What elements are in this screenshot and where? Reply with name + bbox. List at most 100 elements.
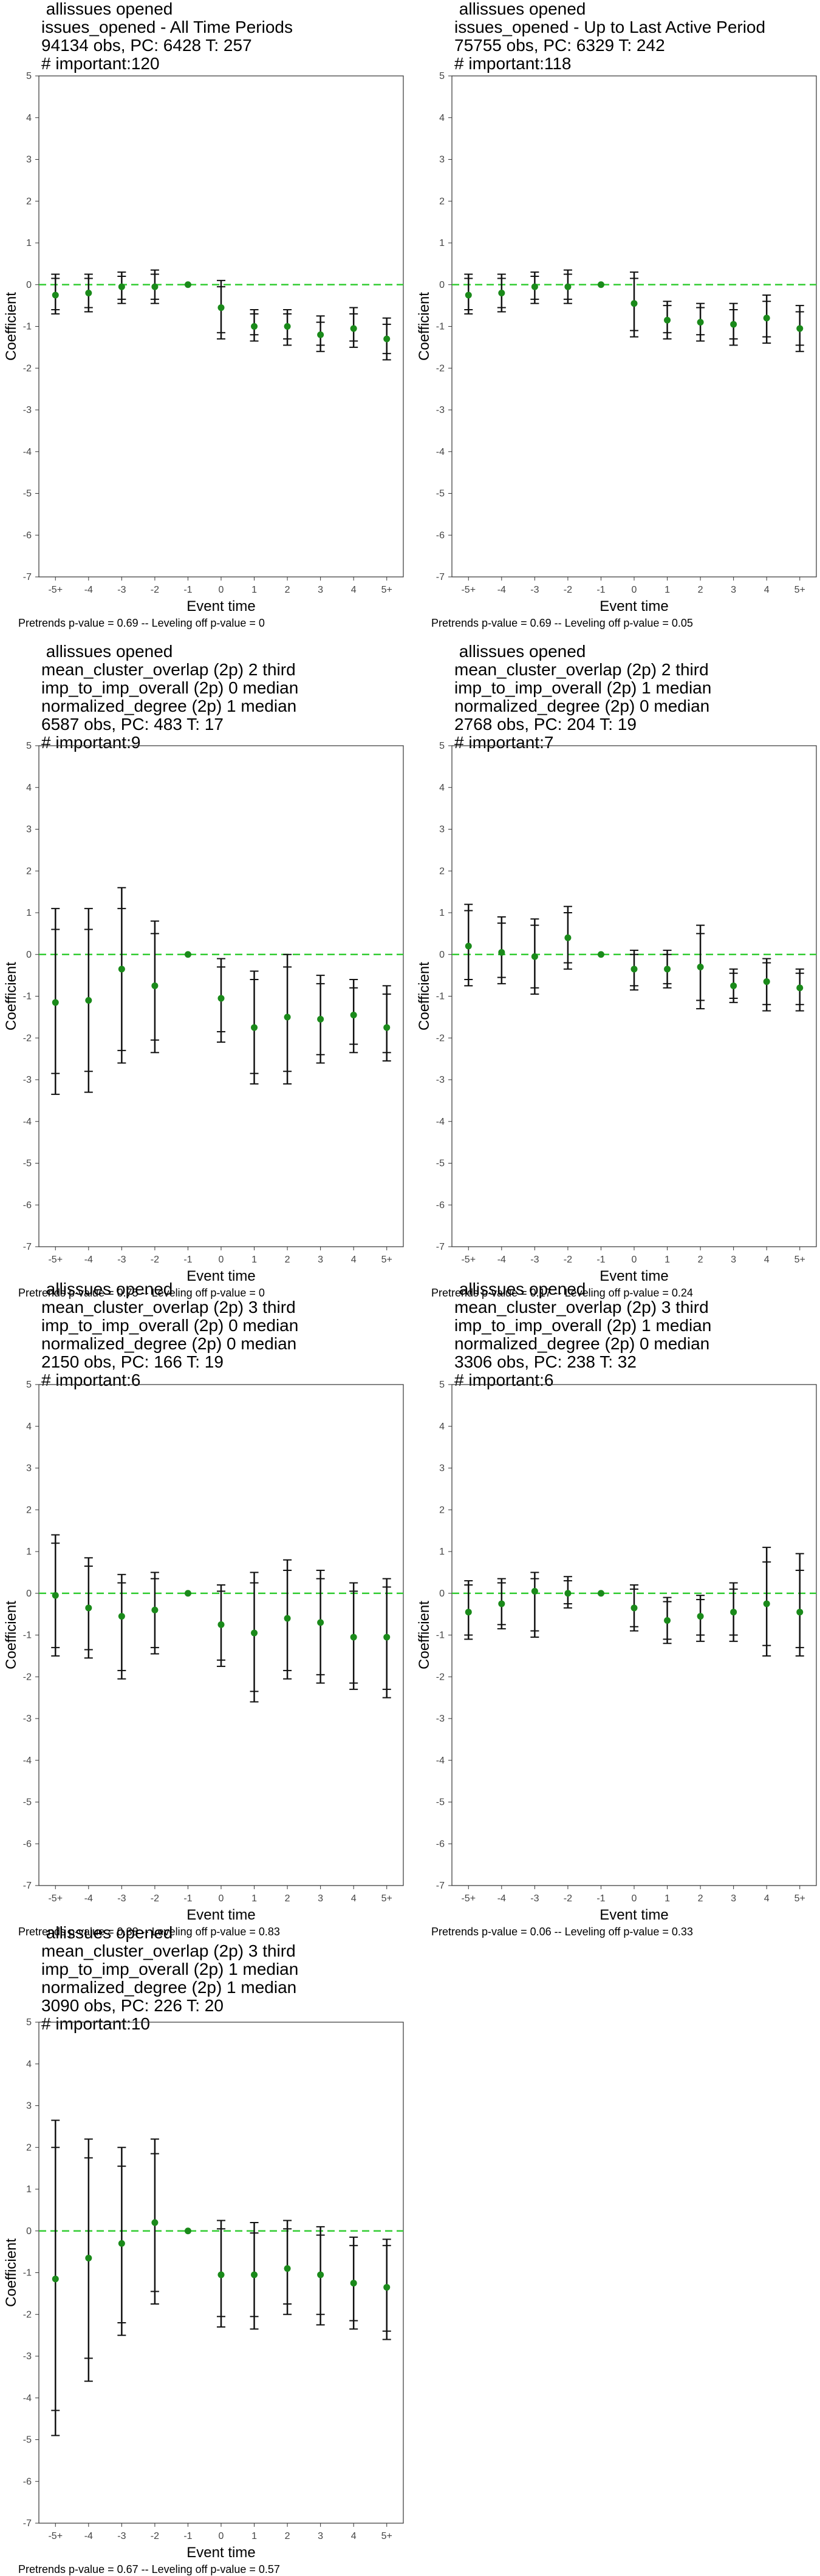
x-tick-label: 1 [251,585,257,595]
y-tick-label: 3 [439,825,445,835]
y-tick-label: -6 [23,2476,32,2487]
x-tick-label: 5+ [794,1893,805,1904]
x-tick-label: -5+ [48,1893,63,1904]
x-tick-label: -5+ [48,585,63,595]
y-tick-label: -2 [436,1672,445,1682]
y-axis-label: Coefficient [3,2238,19,2307]
x-tick-label: -4 [84,1893,93,1904]
x-tick-label: -4 [84,585,93,595]
plot-frame [451,1384,817,1886]
coefficient-point [85,1604,92,1612]
pvalue-footnote: Pretrends p-value = 0.06 -- Leveling off… [431,1926,693,1938]
coefficient-point [251,323,258,330]
y-tick-label: 0 [439,280,445,290]
y-tick-label: -5 [436,1797,445,1808]
coefficient-point [52,291,59,299]
coefficient-point [564,283,572,290]
event-study-panel: allissues opened mean_cluster_overlap (2p… [0,1919,404,2575]
y-tick-label: 4 [26,1422,32,1432]
chart-title: allissues opened mean_cluster_overlap (2p… [41,1280,430,1389]
y-tick-label: 0 [26,1589,32,1599]
x-tick-label: -5+ [461,585,476,595]
coefficient-point [184,1590,191,1597]
coefficient-point [217,1621,225,1628]
coefficient-plot: -7 -6 -5 -4 -3 -2 -1 0 1 2 3 4 5 -5+ -4 -3 -2 -1 0 1 2 3 4 5+ Ev… [416,71,817,615]
x-axis-label: Event time [186,2544,255,2561]
y-axis-label: Coefficient [3,1601,19,1669]
y-tick-label: 4 [439,1422,445,1432]
y-tick-label: 3 [26,1463,32,1474]
coefficient-point [383,1634,391,1641]
coefficient-point [52,999,59,1006]
y-tick-label: 1 [26,1547,32,1557]
chart-title: allissues opened issues_opened - All Time… [41,0,430,73]
x-tick-label: 3 [318,1255,323,1265]
x-tick-label: 4 [764,1893,770,1904]
chart-title-line: 2768 obs, PC: 204 T: 19 [454,715,637,734]
y-tick-label: -7 [23,1881,32,1891]
coefficient-point [85,2254,92,2261]
y-tick-label: 3 [26,155,32,165]
coefficient-point [763,315,770,322]
y-tick-label: -2 [436,363,445,373]
chart-title-line: # important:6 [41,1371,141,1389]
x-axis-label: Event time [186,1268,255,1284]
coefficient-point [630,1604,638,1612]
coefficient-point [564,1590,572,1597]
x-tick-label: 1 [251,1893,257,1904]
pvalue-footnote: Pretrends p-value = 0.38 -- Leveling off… [18,1926,280,1938]
chart-title-line: # important:120 [41,54,160,73]
chart-title: allissues opened mean_cluster_overlap (2p… [454,642,820,752]
coefficient-plot: -7 -6 -5 -4 -3 -2 -1 0 1 2 3 4 5 -5+ -4 -3 -2 -1 0 1 2 3 4 5+ Ev… [3,741,404,1284]
y-tick-label: -2 [23,1033,32,1043]
x-tick-label: 2 [285,2531,290,2541]
x-tick-label: 3 [731,1893,736,1904]
x-tick-label: 5+ [794,585,805,595]
y-tick-label: -4 [23,2393,32,2404]
x-tick-label: 3 [318,2531,323,2541]
chart-title-line: normalized_degree (2p) 0 median [454,697,710,715]
x-tick-label: 0 [632,1893,637,1904]
coefficient-point [664,966,671,973]
y-tick-label: 5 [439,71,445,81]
y-tick-label: 5 [26,71,32,81]
coefficient-point [730,982,737,989]
x-tick-label: -3 [530,1893,539,1904]
y-tick-label: -4 [23,1117,32,1127]
y-tick-label: 2 [26,2142,32,2153]
coefficient-point [85,997,92,1004]
chart-title-line: normalized_degree (2p) 1 median [41,1978,297,1997]
x-tick-label: -4 [84,2531,93,2541]
x-tick-label: 0 [632,1255,637,1265]
x-tick-label: 0 [219,1255,224,1265]
x-tick-label: 5+ [794,1255,805,1265]
chart-title: allissues opened issues_opened - Up to La… [454,0,820,73]
coefficient-point [118,966,125,973]
y-tick-label: -7 [23,1242,32,1252]
x-tick-label: 2 [698,1255,703,1265]
y-tick-label: 0 [26,950,32,960]
y-axis-label: Coefficient [416,292,432,361]
chart-title-line: mean_cluster_overlap (2p) 2 third [41,660,296,679]
x-tick-label: 3 [318,1893,323,1904]
coefficient-point [118,1613,125,1620]
x-tick-label: -3 [117,1893,126,1904]
x-tick-label: -3 [117,2531,126,2541]
x-axis-label: Event time [600,1907,668,1923]
y-tick-label: -5 [23,2435,32,2445]
chart-title-line: allissues opened [41,1279,173,1298]
coefficient-point [465,291,472,299]
y-tick-label: 5 [26,1380,32,1390]
x-tick-label: -4 [497,1255,506,1265]
x-tick-label: 0 [219,2531,224,2541]
chart-title-line: issues_opened - All Time Periods [41,18,293,36]
coefficient-point [317,1619,324,1626]
chart-title-line: # important:9 [41,733,141,752]
coefficient-point [151,1606,159,1613]
x-tick-label: 4 [764,585,770,595]
y-tick-label: -2 [23,1672,32,1682]
coefficient-point [85,290,92,296]
x-tick-label: 2 [698,1893,703,1904]
event-study-panel: allissues opened issues_opened - Up to La… [413,0,817,638]
y-tick-label: 3 [439,155,445,165]
